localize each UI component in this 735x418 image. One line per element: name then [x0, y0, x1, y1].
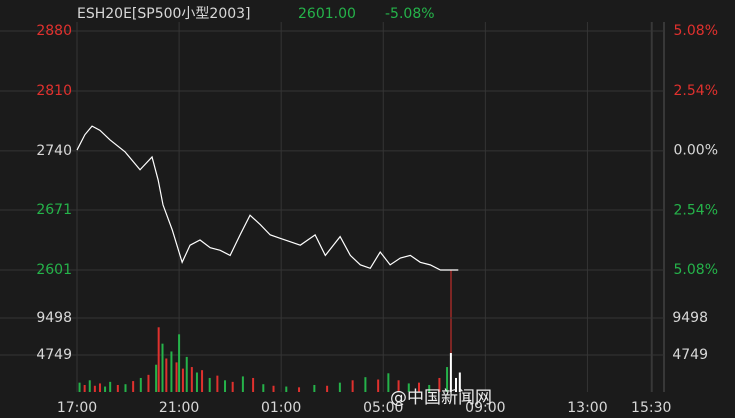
volume-bar — [438, 377, 441, 392]
volume-bar — [109, 381, 112, 392]
volume-bar — [224, 380, 227, 392]
y-tick-label: 2880 — [36, 23, 72, 39]
volume-bar — [88, 380, 91, 392]
volume-bar — [208, 377, 211, 392]
volume-bar — [313, 384, 316, 392]
volume-bar — [458, 372, 461, 392]
y-tick-label: 2810 — [36, 83, 72, 99]
volume-bar — [387, 373, 390, 392]
volume-bar — [446, 367, 449, 392]
y2-tick-label: 2.54% — [674, 202, 718, 218]
y2-tick-label: 5.08% — [674, 262, 718, 278]
volume-bar — [241, 376, 244, 392]
volume-tick-label: 4749 — [36, 347, 72, 363]
volume-tick-label-right: 4749 — [672, 347, 708, 363]
volume-bar — [178, 334, 181, 392]
volume-bar — [98, 383, 101, 392]
volume-tick-label-right: 9498 — [672, 310, 708, 326]
volume-bar — [272, 385, 275, 392]
volume-bar — [155, 364, 158, 392]
symbol: ESH20E[SP500小型2003] — [77, 6, 251, 22]
volume-bar — [397, 380, 400, 392]
price-line — [76, 125, 459, 271]
volume-bar — [326, 385, 329, 392]
volume-bar — [185, 356, 188, 392]
y-tick-label: 2601 — [36, 262, 72, 278]
y-tick-label: 2671 — [36, 202, 72, 218]
volume-bar — [104, 386, 107, 392]
volume-bar — [93, 385, 96, 392]
volume-bar — [190, 367, 193, 392]
x-tick-label: 21:00 — [159, 400, 199, 416]
volume-bar — [252, 377, 255, 392]
volume-bar — [364, 377, 367, 392]
x-tick-label: 17:00 — [57, 400, 97, 416]
y2-tick-label: 2.54% — [674, 83, 718, 99]
volume-bar — [175, 362, 178, 392]
x-tick-label: 09:00 — [465, 400, 505, 416]
volume-bar — [181, 368, 184, 392]
volume-bar — [147, 374, 150, 392]
volume-bar — [157, 327, 160, 392]
volume-bar — [116, 384, 119, 392]
watermark: @中国新闻网 — [390, 388, 492, 408]
volume-bar — [298, 387, 301, 392]
y2-tick-label: 0.00% — [674, 143, 718, 159]
volume-bar — [195, 372, 198, 392]
volume-bar — [170, 351, 173, 392]
y2-tick-label: 5.08% — [674, 23, 718, 39]
volume-bar — [262, 384, 265, 392]
last-price: 2601.00 — [298, 6, 356, 22]
volume-bar — [377, 379, 380, 392]
volume-bar — [165, 358, 168, 392]
change: -5.08% — [385, 6, 435, 22]
volume-bar — [83, 384, 86, 392]
volume-bar — [124, 384, 127, 392]
volume-bar — [161, 343, 164, 392]
volume-bar — [231, 381, 234, 392]
volume-tick-label: 9498 — [36, 310, 72, 326]
volume-bar — [351, 380, 354, 392]
volume-bar — [78, 382, 81, 392]
y-tick-label: 2740 — [36, 143, 72, 159]
volume-bar — [417, 382, 420, 392]
volume-bar — [428, 384, 431, 392]
volume-bar — [338, 382, 341, 392]
volume-bar — [449, 353, 452, 392]
x-tick-label: 15:30 — [631, 400, 671, 416]
volume-bar — [201, 370, 204, 392]
volume-bar — [407, 383, 410, 392]
x-tick-label: 01:00 — [261, 400, 301, 416]
volume-bar — [216, 375, 219, 392]
volume-bar — [132, 381, 135, 392]
x-tick-label: 13:00 — [567, 400, 607, 416]
volume-bar — [454, 377, 457, 392]
volume-bar — [139, 377, 142, 392]
volume-bar — [285, 386, 288, 392]
x-tick-label: 05:00 — [363, 400, 403, 416]
